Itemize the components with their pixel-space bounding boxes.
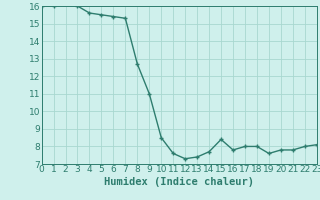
X-axis label: Humidex (Indice chaleur): Humidex (Indice chaleur) xyxy=(104,177,254,187)
